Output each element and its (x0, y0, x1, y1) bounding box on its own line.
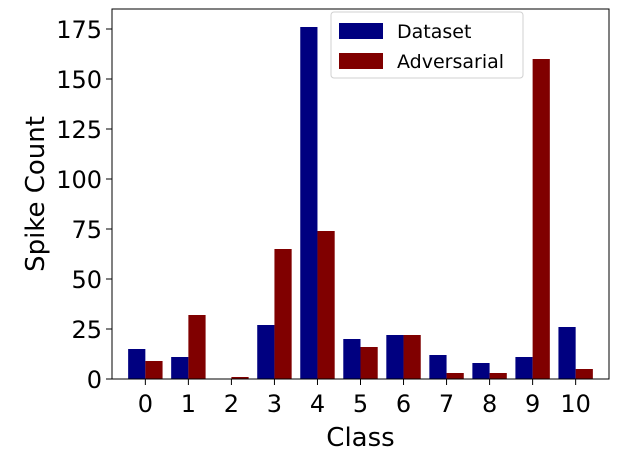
legend: Dataset Adversarial (330, 11, 524, 79)
bar-adversarial-2 (231, 377, 249, 379)
bar-adversarial-4 (317, 231, 335, 379)
bar-dataset-5 (343, 339, 361, 379)
x-tick-label: 5 (353, 390, 368, 418)
bar-adversarial-7 (446, 373, 464, 379)
bar-dataset-1 (171, 357, 189, 379)
x-tick-label: 0 (138, 390, 153, 418)
bar-dataset-4 (300, 27, 318, 379)
y-tick-label: 150 (56, 66, 102, 94)
x-tick-label: 10 (560, 390, 591, 418)
x-tick-label: 6 (396, 390, 411, 418)
bar-dataset-0 (128, 349, 146, 379)
legend-swatch-adversarial (339, 53, 383, 69)
bar-adversarial-1 (188, 315, 206, 379)
bar-dataset-8 (472, 363, 490, 379)
x-axis-label: Class (326, 423, 394, 453)
y-axis-label: Spike Count (21, 116, 51, 272)
bar-dataset-7 (429, 355, 447, 379)
x-tick-label: 8 (482, 390, 497, 418)
x-tick-label: 1 (181, 390, 196, 418)
x-tick-label: 7 (439, 390, 454, 418)
bar-adversarial-0 (145, 361, 163, 379)
bar-dataset-10 (558, 327, 576, 379)
bar-adversarial-3 (274, 249, 292, 379)
legend-label-dataset: Dataset (397, 21, 471, 43)
y-tick-label: 0 (87, 366, 102, 394)
bar-dataset-6 (386, 335, 404, 379)
x-tick-label: 4 (310, 390, 325, 418)
y-tick-label: 50 (71, 266, 102, 294)
legend-swatch-dataset (339, 23, 383, 39)
y-tick-label: 125 (56, 116, 102, 144)
x-tick-label: 3 (267, 390, 282, 418)
x-axis-ticks: 0 1 2 3 4 5 6 7 8 9 10 (138, 379, 591, 418)
y-axis-ticks: 0 25 50 75 100 125 150 175 (56, 16, 112, 394)
bar-dataset-3 (257, 325, 275, 379)
y-tick-label: 75 (71, 216, 102, 244)
bar-dataset-9 (515, 357, 533, 379)
y-tick-label: 100 (56, 166, 102, 194)
x-tick-label: 9 (525, 390, 540, 418)
y-tick-label: 175 (56, 16, 102, 44)
legend-label-adversarial: Adversarial (397, 51, 504, 73)
bar-adversarial-10 (575, 369, 593, 379)
bar-adversarial-8 (489, 373, 507, 379)
x-tick-label: 2 (224, 390, 239, 418)
bar-adversarial-9 (532, 59, 550, 379)
y-tick-label: 25 (71, 316, 102, 344)
bar-adversarial-5 (360, 347, 378, 379)
bars-group (128, 27, 593, 379)
bar-adversarial-6 (403, 335, 421, 379)
